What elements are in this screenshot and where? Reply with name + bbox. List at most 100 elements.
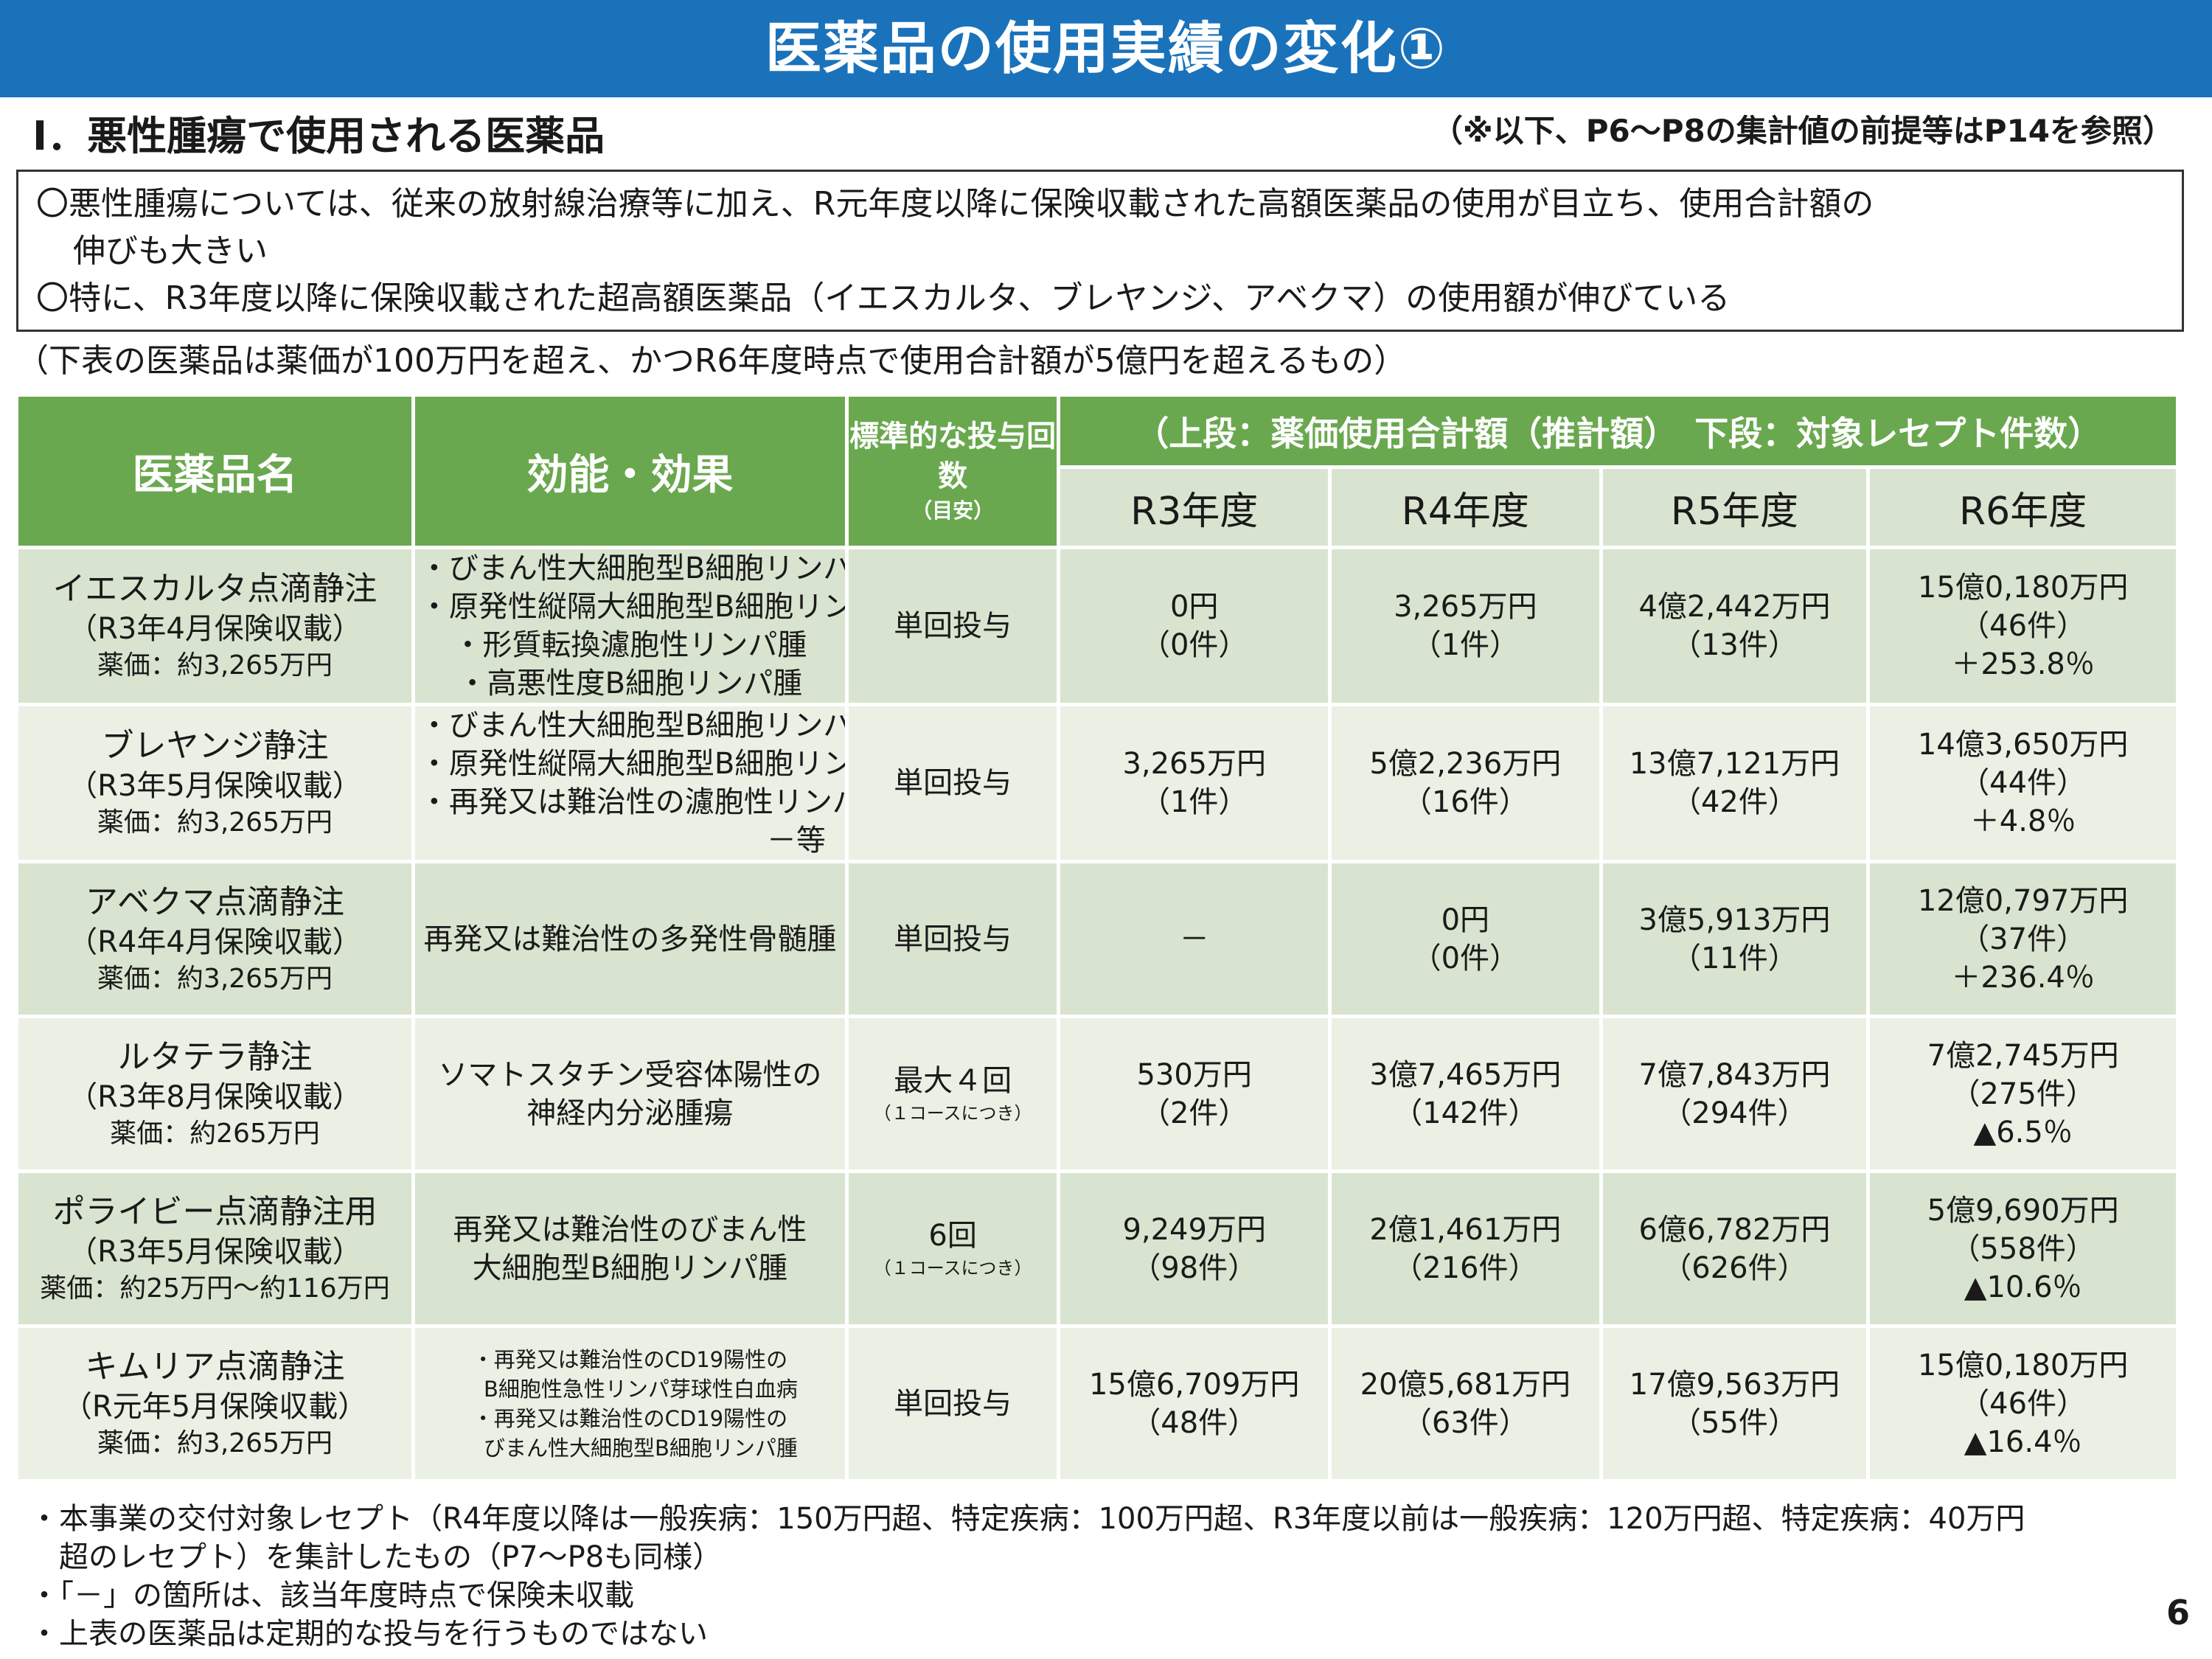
amount: 12億0,797万円 <box>1917 883 2129 918</box>
reference-note: （※以下、P6～P8の集計値の前提等はP14を参照） <box>1431 113 2174 149</box>
dose-cell: 最大４回 （１コースにつき） <box>848 1018 1057 1169</box>
count: （216件） <box>1393 1251 1538 1285</box>
amount: 15億0,180万円 <box>1917 571 2129 605</box>
amount: 0円 <box>1169 590 1219 624</box>
footnote-3: ・上表の医薬品は定期的な投与を行うものではない <box>29 1617 708 1651</box>
header-year-r3: R3年度 <box>1060 469 1329 546</box>
table-row: ルタテラ静注 （R3年8月保険収載） 薬価：約265万円 ソマトスタチン受容体陽… <box>18 1018 2176 1169</box>
table-criteria: （下表の医薬品は薬価が100万円を超え、かつR6年度時点で使用合計額が5億円を超… <box>16 342 1407 380</box>
drug-listed-date: （R3年4月保険収載） <box>68 612 362 646</box>
count: （46件） <box>1960 609 2087 643</box>
dose-cell: 単回投与 <box>848 863 1057 1015</box>
year-value-cell: 6億6,782万円 （626件） <box>1602 1173 1867 1324</box>
year-value-cell: 14億3,650万円 （44件） ＋4.8％ <box>1870 706 2176 860</box>
drug-listed-date: （R3年8月保険収載） <box>68 1079 362 1114</box>
year-value-cell: 0円 （0件） <box>1332 863 1599 1015</box>
year-value-cell: 15億0,180万円 （46件） ▲16.4％ <box>1870 1328 2176 1479</box>
footnotes: ・本事業の交付対象レセプト（R4年度以降は一般疾病：150万円超、特定疾病：10… <box>29 1500 2168 1653</box>
count: （55件） <box>1671 1405 1798 1440</box>
drug-price: 薬価：約3,265万円 <box>97 807 333 838</box>
amount: 3,265万円 <box>1394 590 1537 624</box>
year-value-cell: 7億7,843万円 （294件） <box>1602 1018 1867 1169</box>
drug-price: 薬価：約3,265万円 <box>97 650 333 681</box>
effect-cell: ・びまん性大細胞型B細胞リンパ腫 ・原発性縦隔大細胞型B細胞リンパ腫 ・形質転換… <box>414 549 845 703</box>
year-value-cell: 3,265万円 （1件） <box>1332 549 1599 703</box>
drug-price: 薬価：約3,265万円 <box>97 963 333 994</box>
page-title: 医薬品の使用実績の変化① <box>0 0 2212 97</box>
drug-name-cell: キムリア点滴静注 （R元年5月保険収載） 薬価：約3,265万円 <box>18 1328 411 1479</box>
amount: 3,265万円 <box>1122 747 1266 781</box>
drug-usage-table: 医薬品名 効能・効果 標準的な投与回数 （目安） （上段：薬価使用合計額（推計額… <box>15 393 2180 1483</box>
dose-cell: 単回投与 <box>848 549 1057 703</box>
count: （294件） <box>1662 1096 1807 1130</box>
dose-value: 単回投与 <box>894 922 1012 956</box>
drug-name: アベクマ点滴静注 <box>85 883 345 921</box>
amount: 0円 <box>1441 902 1490 937</box>
effect-item: ・高悪性度B細胞リンパ腫 <box>457 667 803 700</box>
amount: 9,249万円 <box>1122 1212 1266 1247</box>
year-value-cell: 13億7,121万円 （42件） <box>1602 706 1867 860</box>
count: （142件） <box>1393 1096 1538 1130</box>
drug-listed-date: （R4年4月保険収載） <box>68 925 362 959</box>
year-value-cell: 5億2,236万円 （16件） <box>1332 706 1599 860</box>
effect-cell: ・再発又は難治性のCD19陽性の B細胞性急性リンパ芽球性白血病 ・再発又は難治… <box>414 1328 845 1479</box>
drug-listed-date: （R元年5月保険収載） <box>62 1389 368 1424</box>
year-value-cell: 15億6,709万円 （48件） <box>1060 1328 1329 1479</box>
drug-price: 薬価：約25万円～約116万円 <box>40 1273 390 1304</box>
effect-cell: 再発又は難治性の多発性骨髄腫 <box>414 863 845 1015</box>
effect-text: 再発又は難治性の多発性骨髄腫 <box>423 922 837 956</box>
effect-cell: ソマトスタチン受容体陽性の 神経内分泌腫瘍 <box>414 1018 845 1169</box>
amount: 7億2,745万円 <box>1927 1038 2119 1073</box>
effect-cell: 再発又は難治性のびまん性 大細胞型B細胞リンパ腫 <box>414 1173 845 1324</box>
year-value-cell: 3,265万円 （1件） <box>1060 706 1329 860</box>
effect-text-line: 神経内分泌腫瘍 <box>526 1096 734 1130</box>
effect-item: ・原発性縦隔大細胞型B細胞リンパ腫 <box>419 747 845 781</box>
amount: 3億7,465万円 <box>1369 1057 1562 1092</box>
header-dose-sub: （目安） <box>911 498 995 523</box>
drug-listed-date: （R3年5月保険収載） <box>68 769 362 803</box>
count: （13件） <box>1671 628 1798 662</box>
count: （16件） <box>1402 785 1528 819</box>
effect-item: ・再発又は難治性の濾胞性リンパ腫 <box>419 785 845 819</box>
header-effect: 効能・効果 <box>414 397 845 546</box>
amount: 15億0,180万円 <box>1917 1348 2129 1382</box>
dose-cell: 6回 （１コースにつき） <box>848 1173 1057 1324</box>
year-value-cell: 20億5,681万円 （63件） <box>1332 1328 1599 1479</box>
table-row: ポライビー点滴静注用 （R3年5月保険収載） 薬価：約25万円～約116万円 再… <box>18 1173 2176 1324</box>
amount: 13億7,121万円 <box>1629 747 1840 781</box>
change-rate: ▲10.6％ <box>1964 1270 2082 1304</box>
dose-value: 6回 <box>928 1218 977 1253</box>
page-number: 6 <box>2166 1593 2190 1632</box>
dose-value: 単回投与 <box>894 609 1012 643</box>
count: （63件） <box>1402 1405 1528 1440</box>
count: （1件） <box>1140 785 1248 819</box>
drug-name-cell: ポライビー点滴静注用 （R3年5月保険収載） 薬価：約25万円～約116万円 <box>18 1173 411 1324</box>
summary-line-1-cont: 伸びも大きい <box>73 232 268 270</box>
amount: 530万円 <box>1136 1057 1252 1092</box>
dose-value: 最大４回 <box>894 1063 1012 1098</box>
amount: 14億3,650万円 <box>1917 728 2129 762</box>
count: （0件） <box>1411 941 1520 975</box>
dose-value: 単回投与 <box>894 1386 1012 1421</box>
year-value-cell: 15億0,180万円 （46件） ＋253.8％ <box>1870 549 2176 703</box>
drug-name: イエスカルタ点滴静注 <box>52 570 378 608</box>
count: （626件） <box>1662 1251 1807 1285</box>
amount: 7億7,843万円 <box>1638 1057 1831 1092</box>
count: （1件） <box>1411 628 1520 662</box>
count: （37件） <box>1960 922 2087 956</box>
effect-item: ・再発又は難治性のCD19陽性の <box>472 1405 788 1431</box>
footnote-1-cont: 超のレセプト）を集計したもの（P7～P8も同様） <box>59 1540 723 1574</box>
year-value-cell: 530万円 （2件） <box>1060 1018 1329 1169</box>
year-value-cell: 0円 （0件） <box>1060 549 1329 703</box>
drug-price: 薬価：約265万円 <box>110 1118 320 1149</box>
count: （48件） <box>1131 1405 1258 1440</box>
drug-name: ルタテラ静注 <box>117 1037 313 1076</box>
amount: 3億5,913万円 <box>1638 902 1831 937</box>
drug-name: ブレヤンジ静注 <box>101 727 329 765</box>
header-year-r6: R6年度 <box>1870 469 2176 546</box>
change-rate: ▲16.4％ <box>1964 1425 2082 1459</box>
amount: 4億2,442万円 <box>1638 590 1831 624</box>
year-value-cell: 12億0,797万円 （37件） ＋236.4％ <box>1870 863 2176 1015</box>
drug-name-cell: アベクマ点滴静注 （R4年4月保険収載） 薬価：約3,265万円 <box>18 863 411 1015</box>
count: （42件） <box>1671 785 1798 819</box>
